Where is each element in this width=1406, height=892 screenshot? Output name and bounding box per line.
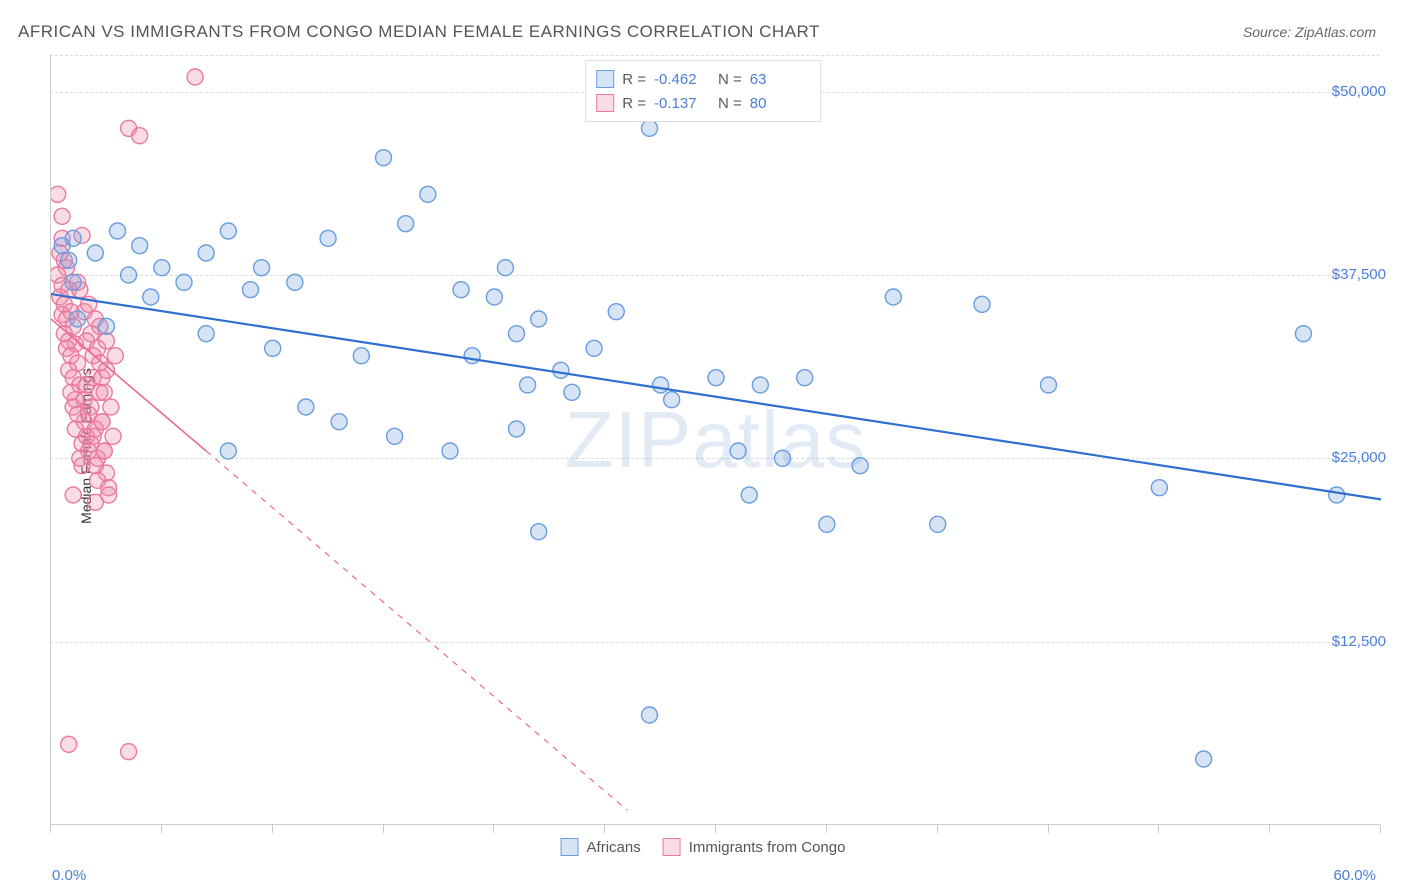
y-tick-label: $25,000 [1332,449,1386,466]
x-axis-max-label: 60.0% [1333,867,1376,884]
correlation-legend: R = -0.462 N = 63 R = -0.137 N = 80 [585,60,821,122]
r-label: R = [622,71,646,88]
n-label: N = [718,95,742,112]
y-tick-label: $50,000 [1332,83,1386,100]
source-attribution: Source: ZipAtlas.com [1243,24,1376,40]
legend-label: Africans [587,839,641,856]
n-value: 80 [750,95,806,112]
swatch-icon [596,94,614,112]
r-value: -0.462 [654,71,710,88]
legend-row-congo: R = -0.137 N = 80 [596,91,806,115]
x-axis-min-label: 0.0% [52,867,86,884]
r-label: R = [622,95,646,112]
r-value: -0.137 [654,95,710,112]
y-tick-label: $12,500 [1332,633,1386,650]
scatter-plot: ZIPatlas [50,55,1380,825]
n-value: 63 [750,71,806,88]
n-label: N = [718,71,742,88]
swatch-icon [663,838,681,856]
y-tick-label: $37,500 [1332,266,1386,283]
legend-item-africans: Africans [561,838,641,856]
legend-row-africans: R = -0.462 N = 63 [596,67,806,91]
series-legend: Africans Immigrants from Congo [561,838,846,856]
legend-label: Immigrants from Congo [689,839,846,856]
swatch-icon [596,70,614,88]
legend-item-congo: Immigrants from Congo [663,838,846,856]
chart-title: AFRICAN VS IMMIGRANTS FROM CONGO MEDIAN … [18,22,820,42]
swatch-icon [561,838,579,856]
